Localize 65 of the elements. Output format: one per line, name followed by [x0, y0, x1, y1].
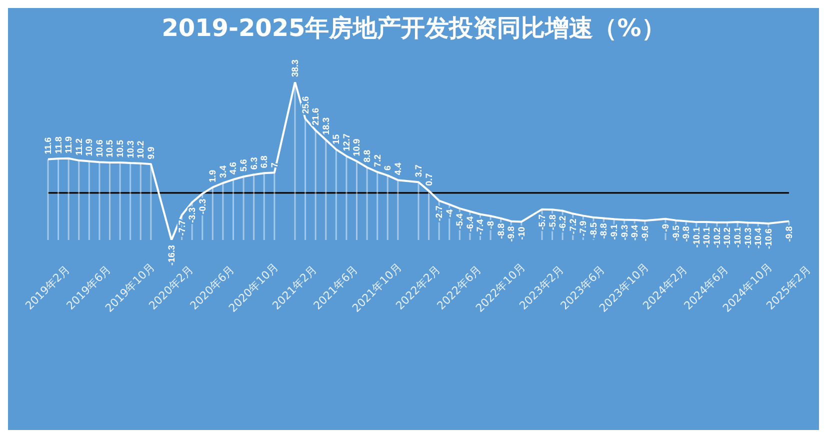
- data-label: -4: [444, 209, 454, 218]
- data-label: 3.4: [218, 165, 228, 178]
- data-label: 10.2: [136, 140, 146, 158]
- data-label: -10.6: [763, 228, 774, 250]
- data-label: -8: [486, 220, 496, 229]
- data-label: -10.1: [691, 227, 702, 248]
- data-label: -10.2: [712, 227, 722, 248]
- data-label: -10.3: [742, 228, 753, 248]
- data-label: 38.3: [290, 59, 300, 77]
- data-label: 11.9: [64, 136, 74, 154]
- data-label: 7.2: [372, 154, 382, 167]
- data-label: -7.9: [578, 220, 588, 236]
- data-label: -9.6: [640, 226, 650, 242]
- data-label: 10.3: [125, 140, 136, 158]
- data-label: 10.5: [115, 140, 126, 158]
- data-label: 11.6: [43, 137, 53, 154]
- data-label: 5.6: [238, 159, 249, 172]
- data-label: -9.8: [506, 226, 516, 242]
- data-label: -9.8: [784, 226, 794, 242]
- data-label: 4.6: [228, 162, 238, 175]
- data-label: 9.9: [146, 146, 156, 160]
- data-label: -9.3: [619, 224, 630, 240]
- data-label: 1.9: [208, 170, 218, 182]
- data-label: 10.9: [352, 138, 362, 156]
- data-label: -10.1: [702, 227, 712, 248]
- data-label: 4.4: [392, 162, 403, 176]
- data-label: -10.1: [732, 227, 743, 248]
- data-label: -8.8: [598, 223, 609, 239]
- data-label: -3.3: [187, 207, 198, 223]
- data-label: -8.5: [588, 222, 598, 238]
- data-label: -10.4: [753, 228, 764, 248]
- data-label: -6.2: [558, 216, 568, 232]
- data-label: -9.4: [630, 225, 640, 241]
- data-label: 6.8: [259, 156, 270, 168]
- data-label: 12.7: [341, 134, 352, 152]
- data-label: -9.1: [609, 224, 620, 240]
- data-label: 6: [382, 165, 393, 170]
- data-label: -10.2: [722, 227, 732, 248]
- data-label: -2.7: [434, 206, 444, 222]
- data-label: 0.7: [424, 173, 434, 186]
- data-label: 11.8: [53, 136, 64, 154]
- data-label: -6.4: [464, 216, 475, 232]
- data-label: 10.5: [104, 140, 115, 158]
- data-label: 18.3: [320, 117, 331, 135]
- data-label: 10.6: [94, 140, 104, 158]
- data-label: -5.8: [547, 214, 558, 230]
- data-label: 11.2: [74, 138, 84, 156]
- data-label: -0.3: [197, 198, 208, 214]
- data-label: -8.8: [496, 223, 506, 239]
- data-label: -5.4: [454, 213, 465, 229]
- data-label: 15: [331, 134, 342, 144]
- data-label: 21.6: [310, 108, 321, 126]
- data-label: 6.3: [248, 157, 259, 170]
- data-label: 3.7: [414, 164, 424, 178]
- data-label: -7.2: [568, 218, 578, 234]
- data-label: -10: [516, 226, 526, 240]
- data-label: -5.7: [537, 214, 547, 230]
- data-label: -9.5: [670, 225, 681, 241]
- data-label: -16.3: [166, 245, 176, 266]
- data-label: -9.8: [681, 226, 692, 242]
- data-label: 10.9: [84, 138, 94, 156]
- data-label: 8.8: [362, 150, 372, 162]
- data-label: -9: [660, 224, 670, 232]
- chart-title: 2019-2025年房地产开发投资同比增速（%）: [160, 13, 666, 44]
- data-label: -7.4: [475, 219, 486, 235]
